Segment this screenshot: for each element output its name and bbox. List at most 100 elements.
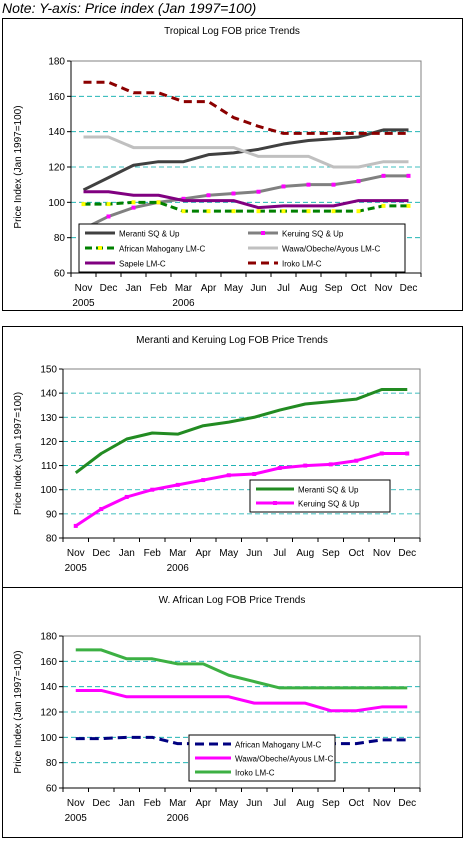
- data-point-marker: [354, 458, 359, 463]
- x-tick-label: Jan: [119, 548, 135, 559]
- west-african-chart-panel: W. African Log FOB Price Trends 60 80 100 12…: [2, 587, 463, 838]
- x-tick-label: Nov: [373, 798, 391, 809]
- legend-label: Wawa/Obeche/Ayous LM-C: [235, 755, 333, 764]
- data-point-marker: [381, 203, 386, 208]
- y-axis-title: Price Index (Jan 1997=100): [13, 650, 24, 773]
- data-point-marker: [406, 203, 411, 208]
- x-tick-label: Sep: [322, 548, 340, 559]
- y-tick-label: 140: [40, 389, 57, 400]
- x-tick-label: Jan: [119, 798, 135, 809]
- x-tick-label: May: [224, 283, 243, 294]
- x-tick-label: Dec: [100, 283, 118, 294]
- legend-label: Meranti SQ & Up: [298, 486, 359, 495]
- x-tick-label: Mar: [175, 283, 193, 294]
- data-point-marker: [381, 173, 386, 178]
- x-tick-label: Jun: [246, 548, 262, 559]
- y-tick-label: 160: [40, 657, 57, 668]
- x-tick-label: Mar: [169, 798, 187, 809]
- x-tick-label: Nov: [375, 283, 393, 294]
- data-point-marker: [356, 209, 361, 214]
- x-tick-label: Feb: [144, 548, 162, 559]
- x-tick-label: Nov: [67, 798, 85, 809]
- year-label: 2005: [65, 563, 88, 574]
- x-tick-label: Nov: [75, 283, 93, 294]
- data-point-marker: [106, 202, 111, 207]
- x-tick-label: Jan: [125, 283, 141, 294]
- x-tick-label: May: [219, 798, 238, 809]
- x-tick-label: Aug: [300, 283, 318, 294]
- legend-label: Meranti SQ & Up: [119, 230, 180, 239]
- data-point-marker: [206, 193, 211, 198]
- series-line-2: [74, 452, 408, 528]
- chart-title: Tropical Log FOB price Trends: [164, 26, 300, 37]
- data-point-marker: [81, 202, 86, 207]
- y-tick-label: 110: [41, 461, 57, 472]
- legend-label: Wawa/Obeche/Ayous LM-C: [282, 245, 380, 254]
- data-point-marker: [226, 473, 231, 478]
- meranti-keruing-chart: Meranti and Keruing Log FOB Price Trends…: [13, 335, 421, 574]
- y-tick-label: 80: [46, 758, 58, 769]
- x-tick-label: Dec: [92, 548, 110, 559]
- tropical-log-chart-panel: Tropical Log FOB price Trends 60 80 100 120 1…: [2, 18, 463, 311]
- data-point-marker: [328, 462, 333, 467]
- legend-label: African Mahogany LM-C: [119, 245, 205, 254]
- y-tick-label: 180: [48, 57, 65, 68]
- legend-label: Iroko LM-C: [282, 260, 322, 269]
- data-point-marker: [106, 214, 111, 219]
- data-point-marker: [281, 184, 286, 189]
- x-tick-label: Feb: [150, 283, 168, 294]
- data-point-marker: [405, 451, 410, 456]
- data-point-marker: [175, 482, 180, 487]
- legend-box: [78, 223, 406, 273]
- x-tick-label: May: [219, 548, 238, 559]
- data-point-marker: [277, 465, 282, 470]
- x-tick-label: Dec: [400, 283, 418, 294]
- x-tick-label: Oct: [348, 548, 364, 559]
- legend-label: Sapele LM-C: [119, 260, 166, 269]
- data-point-marker: [124, 494, 129, 499]
- x-tick-label: Dec: [398, 798, 416, 809]
- y-tick-label: 120: [48, 163, 65, 174]
- x-tick-label: Mar: [169, 548, 187, 559]
- legend-label: Keruing SQ & Up: [282, 230, 344, 239]
- data-point-marker: [131, 200, 136, 205]
- year-label: 2005: [65, 813, 88, 824]
- year-label: 2006: [172, 298, 195, 309]
- legend-label: Keruing SQ & Up: [298, 500, 360, 509]
- data-point-marker: [281, 209, 286, 214]
- y-tick-label: 160: [48, 92, 65, 103]
- x-tick-label: Dec: [398, 548, 416, 559]
- data-point-marker: [252, 472, 257, 477]
- y-tick-label: 60: [46, 784, 58, 795]
- x-tick-label: Apr: [195, 798, 211, 809]
- series-line-1: [74, 388, 408, 475]
- y-tick-label: 100: [48, 198, 65, 209]
- chart-title: Meranti and Keruing Log FOB Price Trends: [136, 335, 328, 346]
- x-tick-label: Jun: [250, 283, 266, 294]
- x-tick-label: Aug: [296, 548, 314, 559]
- data-point-marker: [306, 182, 311, 187]
- data-point-marker: [201, 478, 206, 483]
- y-tick-label: 150: [40, 365, 57, 376]
- y-axis-note: Note: Y-axis: Price index (Jan 1997=100): [2, 0, 257, 16]
- x-tick-label: Jul: [273, 798, 286, 809]
- x-tick-label: Sep: [325, 283, 343, 294]
- data-point-marker: [231, 191, 236, 196]
- series-line-4: [83, 135, 409, 169]
- y-axis-title: Price Index (Jan 1997=100): [13, 105, 24, 228]
- series-line-2: [75, 688, 408, 713]
- data-point-marker: [131, 205, 136, 210]
- data-point-marker: [331, 209, 336, 214]
- data-point-marker: [331, 182, 336, 187]
- data-point-marker: [231, 209, 236, 214]
- data-point-marker: [406, 173, 411, 178]
- x-tick-label: Jul: [277, 283, 290, 294]
- data-point-marker: [256, 209, 261, 214]
- y-tick-label: 140: [40, 682, 57, 693]
- x-tick-label: Jun: [246, 798, 262, 809]
- data-point-marker: [206, 209, 211, 214]
- year-label: 2005: [72, 298, 95, 309]
- data-point-marker: [379, 451, 384, 456]
- x-tick-label: Feb: [144, 798, 162, 809]
- y-tick-label: 100: [40, 733, 57, 744]
